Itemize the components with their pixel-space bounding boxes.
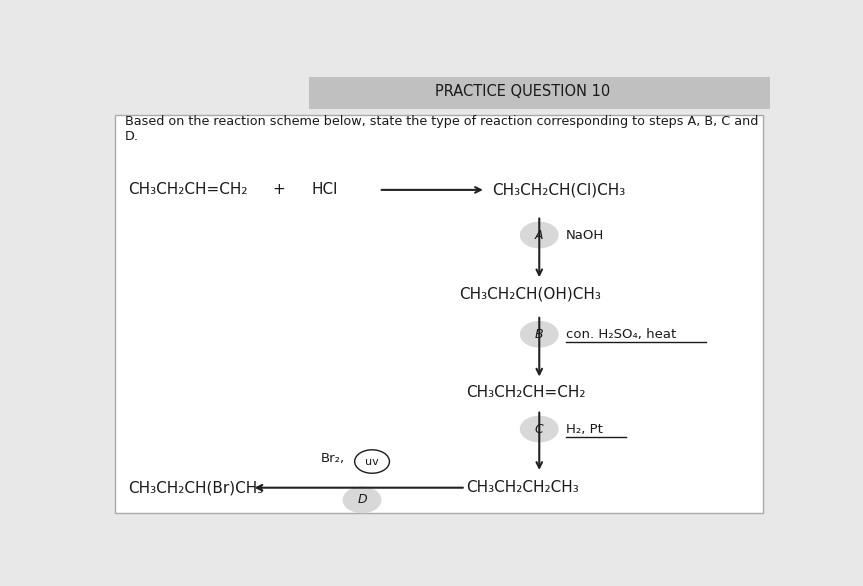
Text: H₂, Pt: H₂, Pt [566,423,603,435]
Text: CH₃CH₂CH(Br)CH₃: CH₃CH₂CH(Br)CH₃ [128,480,263,495]
Text: con. H₂SO₄, heat: con. H₂SO₄, heat [566,328,677,341]
Circle shape [520,417,558,442]
Text: uv: uv [365,456,379,466]
FancyBboxPatch shape [115,115,764,513]
FancyBboxPatch shape [309,77,770,108]
Text: D: D [357,493,367,506]
Text: Br₂,: Br₂, [321,452,345,465]
Text: A: A [535,229,544,241]
Text: Based on the reaction scheme below, state the type of reaction corresponding to : Based on the reaction scheme below, stat… [124,115,758,144]
Text: PRACTICE QUESTION 10: PRACTICE QUESTION 10 [435,84,610,100]
Text: CH₃CH₂CH=CH₂: CH₃CH₂CH=CH₂ [128,182,248,197]
Text: B: B [535,328,544,341]
Text: CH₃CH₂CH=CH₂: CH₃CH₂CH=CH₂ [466,386,585,400]
Circle shape [343,487,381,513]
Text: NaOH: NaOH [566,229,604,241]
Text: CH₃CH₂CH(Cl)CH₃: CH₃CH₂CH(Cl)CH₃ [493,182,626,197]
Text: C: C [535,423,544,435]
Text: +: + [272,182,285,197]
Text: HCl: HCl [312,182,338,197]
Circle shape [520,222,558,248]
Text: CH₃CH₂CH₂CH₃: CH₃CH₂CH₂CH₃ [466,480,578,495]
Text: CH₃CH₂CH(OH)CH₃: CH₃CH₂CH(OH)CH₃ [459,286,601,301]
Circle shape [520,322,558,347]
